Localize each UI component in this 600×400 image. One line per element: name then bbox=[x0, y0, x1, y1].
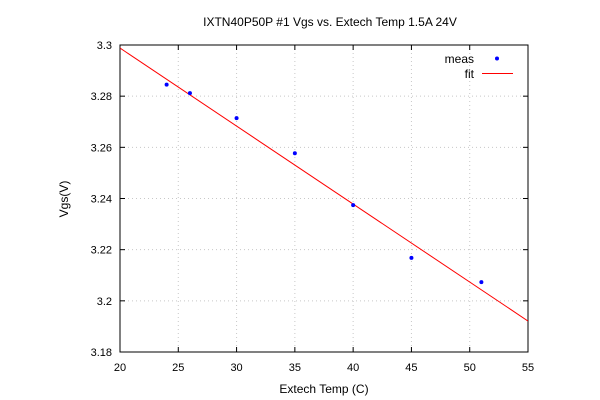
x-tick-label: 35 bbox=[289, 362, 301, 374]
y-axis-label: Vgs(V) bbox=[57, 181, 71, 218]
data-point bbox=[479, 280, 484, 285]
x-axis-label: Extech Temp (C) bbox=[279, 382, 368, 396]
legend: meas fit bbox=[445, 52, 513, 81]
y-tick-label: 3.28 bbox=[91, 91, 112, 103]
y-tick-label: 3.2 bbox=[97, 296, 112, 308]
data-point bbox=[234, 116, 239, 121]
x-tick-label: 45 bbox=[405, 362, 417, 374]
data-point bbox=[187, 91, 192, 96]
y-tick-label: 3.24 bbox=[91, 194, 112, 206]
data-point bbox=[351, 203, 356, 208]
legend-marker-meas bbox=[495, 56, 499, 61]
grid bbox=[120, 45, 528, 352]
legend-label-fit: fit bbox=[465, 67, 475, 81]
axis-ticks: 20 25 30 35 40 45 50 55 3.18 3.2 3.22 3.24 3.26 3.28 3… bbox=[91, 40, 535, 374]
x-tick-label: 30 bbox=[230, 362, 242, 374]
y-tick-label: 3.22 bbox=[91, 245, 112, 257]
y-tick-label: 3.3 bbox=[97, 40, 112, 52]
x-tick-label: 40 bbox=[347, 362, 359, 374]
data-point bbox=[409, 255, 414, 260]
data-point bbox=[292, 151, 297, 156]
plot-frame bbox=[119, 44, 529, 353]
legend-label-meas: meas bbox=[445, 52, 474, 66]
x-tick-label: 20 bbox=[114, 362, 126, 374]
series-layer bbox=[120, 47, 528, 322]
data-point bbox=[164, 82, 169, 87]
x-tick-label: 50 bbox=[464, 362, 476, 374]
y-tick-label: 3.18 bbox=[91, 347, 112, 359]
y-tick-label: 3.26 bbox=[91, 142, 112, 154]
x-tick-label: 55 bbox=[522, 362, 534, 374]
x-tick-label: 25 bbox=[172, 362, 184, 374]
chart-title: IXTN40P50P #1 Vgs vs. Extech Temp 1.5A 2… bbox=[203, 15, 457, 29]
fit-line bbox=[120, 47, 528, 322]
